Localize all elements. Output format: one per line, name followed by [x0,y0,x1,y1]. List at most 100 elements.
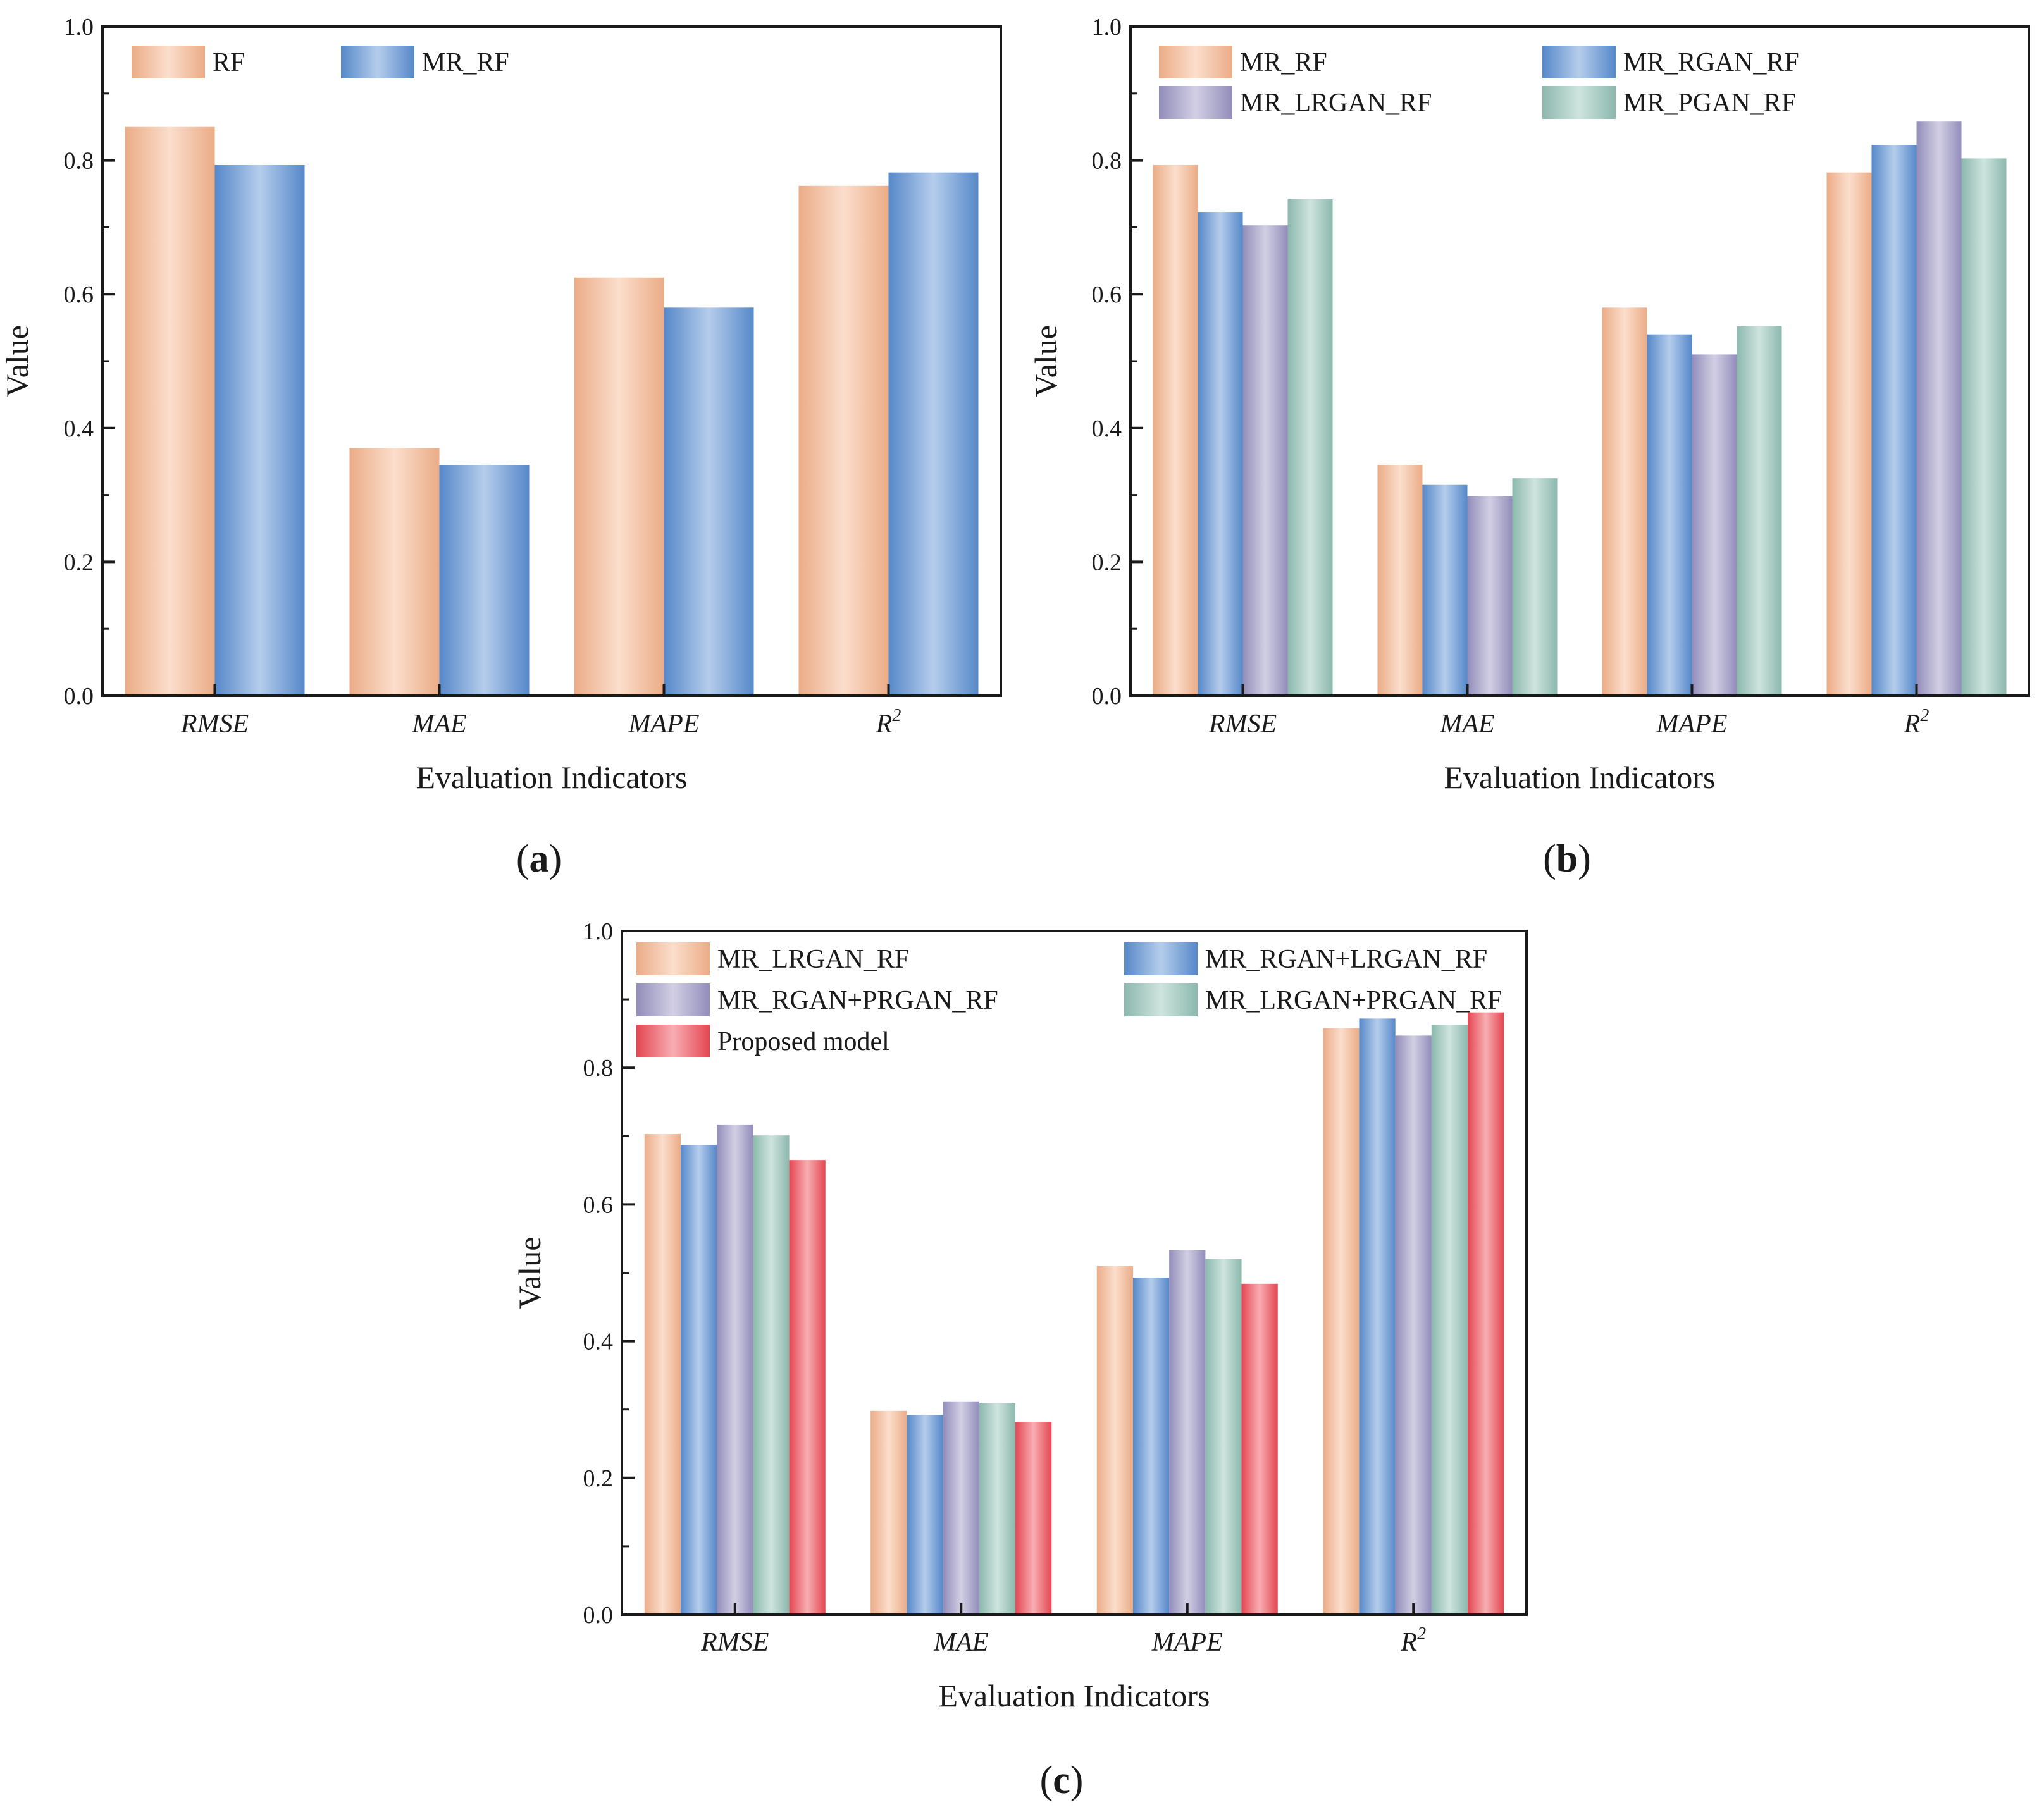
category-label: R2 [1400,1624,1426,1657]
y-tick-label: 0.8 [1092,148,1122,175]
legend-swatch [1159,86,1232,119]
bar-b-MR_PGAN_RF-RMSE [1287,199,1333,696]
bar-c-MR_RGAN+PRGAN_RF-R2 [1395,1035,1432,1615]
y-tick-label: 0.4 [1092,416,1122,442]
y-tick-label: 0.2 [64,549,94,576]
bar-c-MR_LRGAN+PRGAN_RF-MAE [979,1403,1016,1615]
bars-b [1153,121,2007,696]
category-label: RMSE [700,1628,769,1657]
legend-label: MR_LRGAN_RF [1240,89,1432,118]
y-axis-title: Value [0,325,35,397]
y-axis-title: Value [1028,325,1063,397]
legend-swatch [132,46,205,78]
legend-swatch [636,983,710,1016]
bar-c-MR_LRGAN_RF-MAE [870,1410,907,1615]
bar-c-Proposed model-RMSE [789,1160,826,1615]
y-tick-label: 0.6 [583,1192,614,1218]
bar-c-MR_LRGAN+PRGAN_RF-RMSE [753,1135,790,1615]
bar-b-MR_RF-MAPE [1602,307,1647,696]
bar-b-MR_RF-RMSE [1153,165,1198,696]
y-tick-label: 0.0 [64,683,94,710]
legend-label: MR_LRGAN+PRGAN_RF [1205,986,1502,1015]
y-tick-label: 1.0 [583,918,614,945]
bar-b-MR_LRGAN_RF-MAPE [1692,354,1737,696]
category-label: R2 [1904,706,1929,739]
bar-b-MR_RF-R2 [1826,172,1872,696]
category-label: RMSE [1208,710,1277,739]
bar-c-MR_LRGAN_RF-RMSE [644,1134,681,1615]
y-tick-label: 0.2 [583,1465,614,1492]
bar-c-MR_RGAN+LRGAN_RF-MAPE [1132,1278,1170,1615]
category-label: R2 [876,706,901,739]
legend-label: MR_RGAN+LRGAN_RF [1205,945,1487,974]
bar-b-MR_RGAN_RF-MAPE [1647,334,1692,696]
y-tick-label: 0.6 [1092,281,1122,308]
legend-swatch [1124,983,1198,1016]
bar-a-RF-R2 [798,185,889,696]
bar-b-MR_LRGAN_RF-MAE [1467,496,1513,696]
legend-swatch [636,1025,710,1057]
legend-label: MR_RF [422,48,509,77]
bar-b-MR_PGAN_RF-MAE [1512,478,1558,696]
y-tick-label: 1.0 [1092,14,1122,40]
legend-swatch [1124,942,1198,975]
y-tick-label: 0.0 [1092,683,1122,710]
x-axis-title: Evaluation Indicators [416,760,687,795]
bar-c-MR_RGAN+PRGAN_RF-MAE [943,1401,979,1615]
charts-root: 0.0 0.2 0.4 0.6 0.8 1.0 RMSE MAE MAPE R2 Evaluatio… [0,14,2030,1802]
bar-c-MR_LRGAN_RF-MAPE [1096,1266,1133,1615]
y-tick-label: 0.4 [64,416,94,442]
legend-label: RF [213,48,245,77]
y-tick-label: 0.6 [64,281,94,308]
legend-swatch [1542,86,1616,119]
category-label: MAE [411,710,466,739]
bar-a-MR_RF-MAE [439,464,530,696]
legend-a: RF MR_RF [132,46,509,78]
x-axis-title: Evaluation Indicators [1444,760,1715,795]
category-label: MAE [933,1628,988,1657]
bars-a [125,126,979,696]
bar-c-MR_LRGAN_RF-R2 [1323,1028,1360,1615]
y-axis-title: Value [512,1237,547,1309]
y-tick-label: 0.2 [1092,549,1122,576]
bar-c-MR_RGAN+PRGAN_RF-MAPE [1169,1250,1206,1615]
y-tick-label: 0.0 [583,1602,614,1629]
category-label: RMSE [180,710,249,739]
x-axis-title: Evaluation Indicators [938,1678,1210,1713]
y-tick-label: 0.4 [583,1329,614,1355]
bar-c-Proposed model-MAE [1015,1422,1052,1615]
bar-a-MR_RF-R2 [888,172,979,696]
bar-c-MR_LRGAN+PRGAN_RF-R2 [1431,1025,1468,1615]
bar-b-MR_RF-MAE [1377,464,1423,696]
bar-a-MR_RF-MAPE [664,307,754,696]
panel-label-b: (b) [1543,837,1591,880]
bar-b-MR_RGAN_RF-MAE [1422,484,1468,696]
y-tick-label: 0.8 [583,1055,614,1082]
chart-panel-b: 0.0 0.2 0.4 0.6 0.8 1.0 RMSE MAE MAPE R2 Evaluatio… [1028,14,2030,880]
chart-panel-c: 0.0 0.2 0.4 0.6 0.8 1.0 RMSE MAE MAPE R2 Evaluatio… [512,918,1528,1802]
bar-c-MR_LRGAN+PRGAN_RF-MAPE [1205,1259,1242,1615]
bar-a-RF-MAPE [574,277,664,696]
y-tick-label: 1.0 [64,14,94,40]
legend-swatch [1542,46,1616,78]
legend-swatch [341,46,414,78]
legend-label: Proposed model [717,1027,889,1056]
chart-panel-a: 0.0 0.2 0.4 0.6 0.8 1.0 RMSE MAE MAPE R2 Evaluatio… [0,14,1002,880]
legend-swatch [636,942,710,975]
bar-b-MR_RGAN_RF-RMSE [1198,212,1243,696]
category-label: MAPE [1151,1628,1223,1657]
panel-label-c: (c) [1040,1759,1084,1802]
legend-label: MR_RGAN_RF [1623,48,1799,77]
bar-c-MR_RGAN+LRGAN_RF-RMSE [680,1145,717,1615]
legend-label: MR_LRGAN_RF [717,945,909,974]
bar-b-MR_RGAN_RF-R2 [1871,145,1917,696]
bar-c-MR_RGAN+PRGAN_RF-RMSE [717,1124,753,1615]
panel-label-a: (a) [516,837,562,880]
bar-b-MR_PGAN_RF-MAPE [1737,326,1782,696]
bar-b-MR_PGAN_RF-R2 [1961,158,2007,696]
legend-label: MR_PGAN_RF [1623,89,1796,118]
bar-c-Proposed model-MAPE [1241,1283,1278,1615]
bars-c [644,1012,1504,1615]
bar-a-MR_RF-RMSE [214,165,305,696]
